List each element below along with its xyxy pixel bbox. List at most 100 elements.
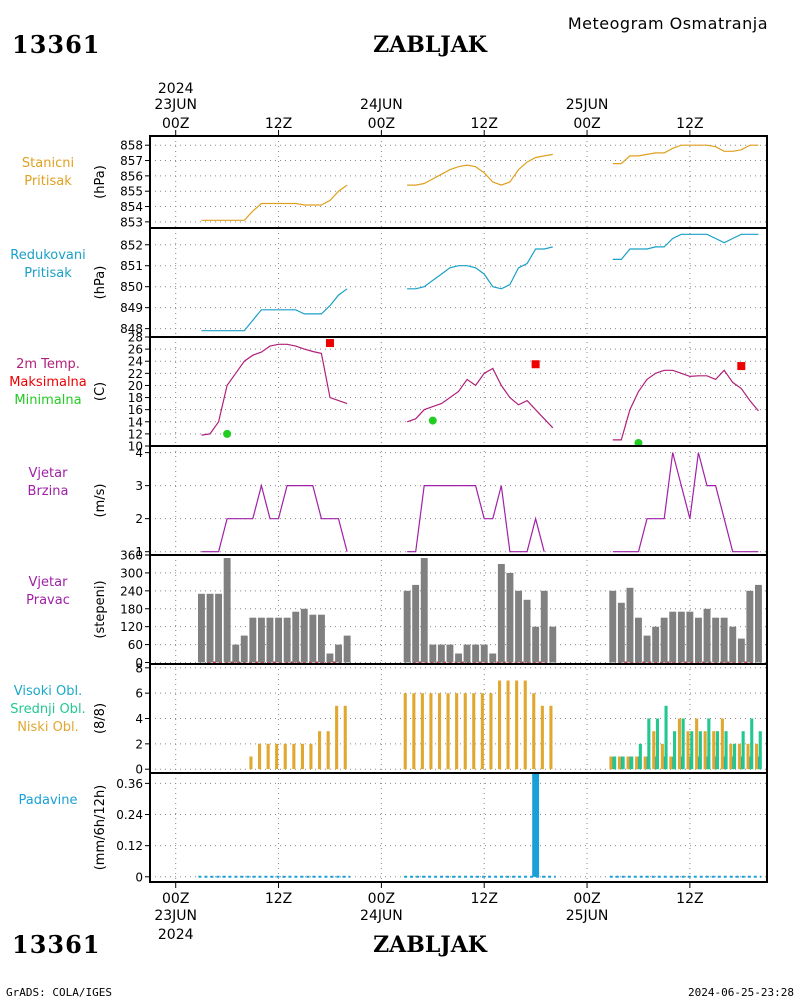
panel-frame bbox=[149, 135, 768, 229]
cloud-bar bbox=[673, 731, 677, 770]
tmin-marker bbox=[634, 438, 643, 447]
bottom-axis-hour: 12Z bbox=[265, 891, 292, 907]
cloud-bar bbox=[679, 756, 683, 770]
cloud-bar bbox=[750, 718, 754, 770]
bottom-axis-hour: 00Z bbox=[162, 891, 189, 907]
cloud-bar bbox=[283, 743, 287, 770]
cloud-bar bbox=[635, 756, 639, 770]
cloud-bar bbox=[696, 756, 700, 770]
tmax-marker bbox=[325, 339, 334, 348]
cloud-bar bbox=[532, 693, 536, 770]
wind-direction-bar bbox=[489, 653, 497, 663]
wind-direction-bar bbox=[463, 644, 471, 663]
cloud-bar bbox=[703, 731, 707, 770]
cloud-bar bbox=[455, 693, 459, 770]
cloud-bar bbox=[249, 756, 253, 770]
wind-direction-bar bbox=[232, 644, 240, 663]
cloud-bar bbox=[523, 680, 527, 770]
series-line bbox=[612, 233, 759, 260]
cloud-bar bbox=[688, 756, 692, 770]
cloud-bar bbox=[275, 743, 279, 770]
y-tick-label: 2 bbox=[135, 512, 143, 526]
y-tick-label: 18 bbox=[128, 391, 143, 405]
wind-direction-bar bbox=[343, 635, 351, 663]
panel-label-clouds: Visoki Obl. Srednji Obl. Niski Obl. bbox=[0, 683, 96, 737]
wind-direction-bar bbox=[549, 626, 557, 663]
cloud-bar bbox=[472, 693, 476, 770]
wind-direction-bar bbox=[240, 635, 248, 663]
panel-label-line: Vjetar bbox=[28, 466, 68, 481]
panel-label-temperature: 2m Temp. Maksimalna Minimalna bbox=[0, 356, 96, 410]
y-tick-label: 3 bbox=[135, 479, 143, 493]
y-tick-label: 120 bbox=[120, 620, 143, 634]
cloud-bar bbox=[621, 756, 625, 770]
cloud-bar bbox=[446, 693, 450, 770]
cloud-bar bbox=[729, 743, 733, 770]
y-axis-unit: (m/s) bbox=[93, 484, 108, 518]
y-tick-label: 16 bbox=[128, 403, 143, 417]
panel-label-line: Pritisak bbox=[24, 266, 72, 281]
cloud-bar bbox=[619, 756, 623, 770]
top-axis-hour: 00Z bbox=[368, 116, 395, 132]
panel-label-line: Maksimalna bbox=[9, 375, 87, 390]
wind-direction-bar bbox=[540, 590, 548, 663]
cloud-bar bbox=[707, 718, 711, 770]
panel-label-precipitation: Padavine bbox=[0, 792, 96, 810]
y-tick-label: 0.36 bbox=[116, 777, 143, 791]
wind-direction-bar bbox=[669, 611, 677, 663]
wind-direction-bar bbox=[720, 617, 728, 663]
y-tick-label: 14 bbox=[128, 415, 143, 429]
y-tick-label: 8 bbox=[135, 661, 143, 675]
wind-direction-bar bbox=[283, 617, 291, 663]
wind-direction-bar bbox=[532, 626, 540, 663]
series-line bbox=[612, 452, 759, 553]
y-tick-label: 12 bbox=[128, 427, 143, 441]
wind-direction-bar bbox=[677, 611, 685, 663]
y-tick-label: 0.12 bbox=[116, 839, 143, 853]
station-name-top: ZABLJAK bbox=[373, 32, 487, 58]
bottom-axis-date: 23JUN bbox=[154, 908, 197, 924]
y-tick-label: 858 bbox=[120, 139, 143, 153]
y-tick-label: 854 bbox=[120, 200, 143, 214]
y-tick-label: 848 bbox=[120, 322, 143, 336]
cloud-bar bbox=[686, 731, 690, 770]
wind-direction-bar bbox=[480, 644, 488, 663]
panel-label-line: Pravac bbox=[26, 593, 70, 608]
series-line bbox=[406, 367, 554, 429]
y-axis-unit: (hPa) bbox=[93, 165, 108, 199]
panel-label-line: Niski Obl. bbox=[17, 720, 79, 735]
wind-direction-bar bbox=[335, 644, 342, 663]
wind-direction-bar bbox=[472, 644, 480, 663]
wind-direction-bar bbox=[446, 644, 454, 663]
wind-direction-bar bbox=[206, 593, 214, 663]
wind-direction-bar bbox=[249, 617, 257, 663]
cloud-bar bbox=[335, 705, 339, 770]
series-line bbox=[201, 184, 348, 221]
wind-direction-bar bbox=[755, 584, 762, 663]
cloud-bar bbox=[671, 756, 675, 770]
cloud-bar bbox=[617, 756, 621, 770]
wind-direction-bar bbox=[703, 608, 711, 663]
y-tick-label: 849 bbox=[120, 301, 143, 315]
top-axis-year: 2024 bbox=[158, 81, 194, 97]
station-id-top: 13361 bbox=[12, 30, 101, 59]
footer-source: GrADS: COLA/IGES bbox=[6, 986, 112, 999]
cloud-bar bbox=[647, 718, 651, 770]
y-tick-label: 0 bbox=[135, 870, 143, 884]
cloud-bar bbox=[540, 705, 544, 770]
cloud-bar bbox=[715, 731, 719, 770]
cloud-bar bbox=[266, 743, 270, 770]
series-line bbox=[407, 153, 553, 186]
cloud-bar bbox=[489, 693, 493, 770]
cloud-bar bbox=[438, 693, 442, 770]
y-tick-label: 180 bbox=[120, 602, 143, 616]
y-tick-label: 0.24 bbox=[116, 808, 143, 822]
cloud-bar bbox=[420, 693, 424, 770]
tmax-marker bbox=[737, 362, 746, 371]
bottom-axis-hour: 00Z bbox=[573, 891, 600, 907]
y-tick-label: 853 bbox=[120, 215, 143, 229]
cloud-bar bbox=[630, 756, 634, 770]
panel-label-wind-direction: Vjetar Pravac bbox=[0, 574, 96, 610]
wind-direction-bar bbox=[318, 614, 325, 663]
cloud-bar bbox=[549, 705, 553, 770]
